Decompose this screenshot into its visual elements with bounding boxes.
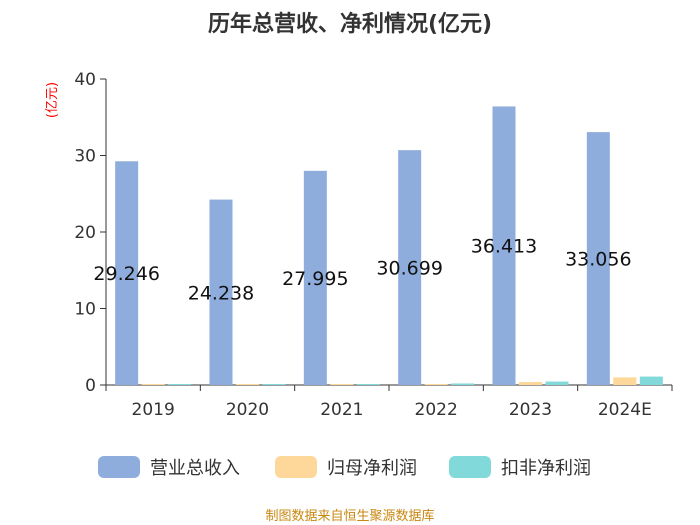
y-axis: 0 10 20 30 40 xyxy=(74,70,107,396)
x-tick-label: 2022 xyxy=(415,400,458,420)
legend-item[interactable]: 扣非净利润 xyxy=(449,456,591,479)
bar-revenue-2022[interactable] xyxy=(398,150,422,385)
data-label: 33.056 xyxy=(565,249,631,271)
value-labels: 29.246 24.238 27.995 30.699 36.413 33.056 xyxy=(93,236,631,305)
data-label: 27.995 xyxy=(282,268,348,290)
bar-net-profit-2021[interactable] xyxy=(330,384,354,385)
y-tick-label: 10 xyxy=(74,300,96,320)
legend[interactable]: 营业总收入 归母净利润 扣非净利润 xyxy=(98,456,591,479)
y-tick-label: 20 xyxy=(74,223,96,243)
bar-net-profit-2019[interactable] xyxy=(141,384,165,385)
chart-title: 历年总营收、净利情况(亿元) xyxy=(207,12,493,37)
bar-revenue-2023[interactable] xyxy=(492,106,516,385)
y-tick-label: 40 xyxy=(74,70,96,90)
legend-swatch xyxy=(98,456,140,478)
x-tick-label: 2021 xyxy=(320,400,363,420)
bar-deducted-net-profit-2024E[interactable] xyxy=(639,376,663,385)
x-tick-label: 2019 xyxy=(132,400,175,420)
bar-net-profit-2020[interactable] xyxy=(236,384,259,385)
bar-deducted-net-profit-2020[interactable] xyxy=(262,384,286,385)
x-tick-label: 2023 xyxy=(509,400,552,420)
bar-net-profit-2024E[interactable] xyxy=(613,377,637,385)
bar-revenue-2020[interactable] xyxy=(209,199,233,385)
legend-label: 营业总收入 xyxy=(150,458,240,479)
legend-swatch xyxy=(275,456,317,478)
bar-deducted-net-profit-2019[interactable] xyxy=(168,384,192,385)
x-tick-label: 2024E xyxy=(598,400,652,420)
bar-deducted-net-profit-2022[interactable] xyxy=(451,383,475,385)
bar-revenue-2024E[interactable] xyxy=(586,132,610,385)
x-axis: 2019 2020 2021 2022 2023 2024E xyxy=(105,384,673,420)
x-tick-label: 2020 xyxy=(226,400,269,420)
data-label: 30.699 xyxy=(376,258,442,280)
bar-deducted-net-profit-2021[interactable] xyxy=(356,384,380,385)
bar-deducted-net-profit-2023[interactable] xyxy=(545,381,569,385)
legend-item[interactable]: 归母净利润 xyxy=(275,456,417,479)
bar-revenue-2019[interactable] xyxy=(115,161,139,385)
source-note: 制图数据来自恒生聚源数据库 xyxy=(265,509,435,524)
legend-item[interactable]: 营业总收入 xyxy=(98,456,240,479)
legend-label: 归母净利润 xyxy=(327,458,417,479)
y-tick-label: 30 xyxy=(74,147,96,167)
bar-net-profit-2023[interactable] xyxy=(519,381,542,385)
y-tick-label: 0 xyxy=(85,376,96,396)
data-label: 36.413 xyxy=(471,236,537,258)
bar-net-profit-2022[interactable] xyxy=(424,384,448,385)
bar-revenue-2021[interactable] xyxy=(303,170,327,385)
bars-group xyxy=(115,106,663,385)
data-label: 29.246 xyxy=(93,263,159,285)
data-label: 24.238 xyxy=(188,282,254,304)
legend-label: 扣非净利润 xyxy=(501,458,591,479)
legend-swatch xyxy=(449,456,491,478)
y-axis-label: (亿元) xyxy=(45,82,60,118)
